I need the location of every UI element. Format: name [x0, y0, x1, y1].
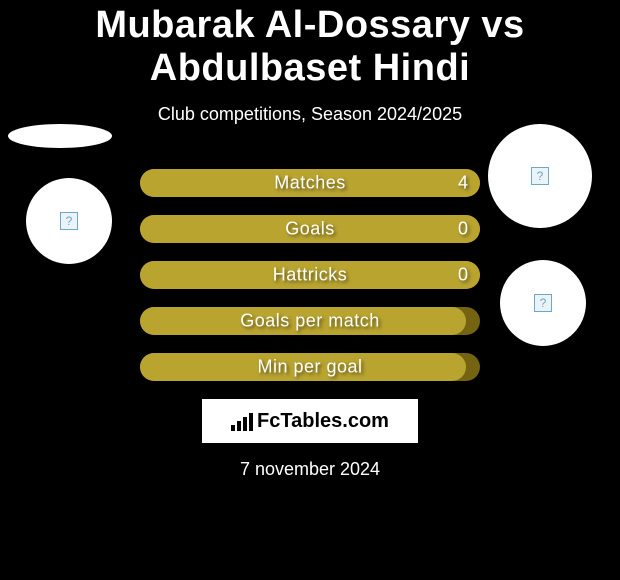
stat-row: Hattricks0 — [140, 261, 480, 289]
stat-value: 4 — [458, 173, 468, 194]
image-placeholder-icon: ? — [531, 167, 549, 185]
page-subtitle: Club competitions, Season 2024/2025 — [0, 104, 620, 125]
stat-row: Matches4 — [140, 169, 480, 197]
stat-value: 0 — [458, 265, 468, 286]
stat-label: Goals per match — [140, 311, 480, 332]
footer-brand-text: FcTables.com — [257, 410, 389, 433]
stat-label: Hattricks — [140, 265, 480, 286]
footer-date: 7 november 2024 — [0, 459, 620, 480]
stat-label: Min per goal — [140, 357, 480, 378]
image-placeholder-icon: ? — [60, 212, 78, 230]
stat-row: Goals per match — [140, 307, 480, 335]
stat-value: 0 — [458, 219, 468, 240]
stat-label: Goals — [140, 219, 480, 240]
stats-container: Matches4Goals0Hattricks0Goals per matchM… — [140, 169, 480, 381]
image-placeholder-icon: ? — [534, 294, 552, 312]
decor-ellipse — [8, 124, 112, 148]
page-title: Mubarak Al-Dossary vs Abdulbaset Hindi — [0, 0, 620, 90]
chart-icon — [231, 411, 253, 431]
stat-label: Matches — [140, 173, 480, 194]
avatar: ? — [488, 124, 592, 228]
stat-row: Goals0 — [140, 215, 480, 243]
avatar: ? — [500, 260, 586, 346]
avatar: ? — [26, 178, 112, 264]
stat-row: Min per goal — [140, 353, 480, 381]
footer-brand-box: FcTables.com — [202, 399, 418, 443]
